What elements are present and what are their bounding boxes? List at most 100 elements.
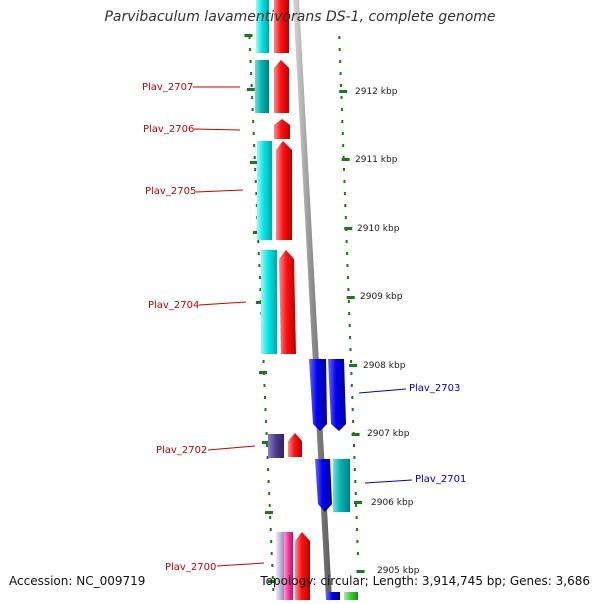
guide-dot	[271, 564, 274, 567]
gene-label-right[interactable]: Plav_2703	[409, 383, 460, 394]
guide-dot	[342, 144, 345, 147]
gene-feature-blue[interactable]	[326, 592, 340, 600]
guide-dot	[351, 396, 354, 399]
guide-dot	[270, 540, 273, 543]
guide-dot	[265, 432, 268, 435]
guide-dot	[269, 516, 272, 519]
guide-dot	[252, 120, 255, 123]
genome-summary-text: Topology: circular; Length: 3,914,745 bp…	[260, 574, 590, 588]
guide-dot	[258, 276, 261, 279]
guide-dot	[266, 444, 269, 447]
scale-label: 2909 kbp	[360, 292, 403, 302]
guide-dot	[252, 132, 255, 135]
guide-dot	[356, 552, 359, 555]
scale-tick	[249, 161, 258, 164]
guide-dot	[253, 156, 256, 159]
guide-dot	[255, 192, 258, 195]
guide-dot	[339, 72, 342, 75]
guide-dot	[354, 480, 357, 483]
gene-feature-red[interactable]	[274, 119, 290, 139]
guide-dot	[354, 492, 357, 495]
label-leader-line	[193, 128, 241, 131]
guide-dot	[272, 588, 275, 591]
guide-dot	[346, 264, 349, 267]
guide-dot	[342, 156, 345, 159]
scale-tick	[265, 511, 273, 514]
guide-dot	[258, 264, 261, 267]
guide-dot	[343, 192, 346, 195]
gene-label-left[interactable]: Plav_2705	[145, 186, 196, 197]
guide-dot	[346, 276, 349, 279]
scale-tick	[244, 34, 253, 37]
gene-label-left[interactable]: Plav_2700	[165, 562, 216, 573]
scale-label: 2912 kbp	[355, 87, 398, 97]
gene-label-left[interactable]: Plav_2706	[143, 124, 194, 135]
guide-dot	[356, 528, 358, 531]
gene-feature-pink[interactable]	[284, 532, 293, 600]
guide-dot	[270, 552, 273, 555]
guide-dot	[267, 468, 270, 471]
gene-feature-blue[interactable]	[328, 359, 346, 431]
gene-features	[255, 0, 358, 600]
guide-dot	[345, 240, 348, 243]
scale-tick	[262, 441, 270, 444]
scale-tick	[356, 570, 365, 573]
guide-dot	[268, 492, 271, 495]
scale-label: 2910 kbp	[357, 224, 400, 234]
gene-feature-red[interactable]	[276, 141, 292, 240]
guide-dot	[349, 336, 352, 339]
guide-dot	[257, 240, 260, 243]
gene-feature-red[interactable]	[274, 60, 289, 113]
guide-dot	[250, 72, 253, 75]
guide-dot	[353, 456, 356, 459]
guide-dot	[353, 468, 356, 471]
gene-label-right[interactable]: Plav_2701	[415, 474, 466, 485]
guide-dot	[347, 300, 350, 303]
gene-feature-blue[interactable]	[309, 359, 327, 431]
label-leader-line	[207, 445, 256, 451]
guide-dot	[271, 576, 274, 579]
guide-dot	[263, 384, 266, 387]
guide-dot	[347, 288, 350, 291]
guide-dot	[356, 540, 359, 543]
guide-dot	[251, 96, 254, 99]
label-leader-line	[195, 189, 244, 193]
gene-feature-cyan[interactable]	[256, 0, 269, 53]
gene-feature-green[interactable]	[344, 592, 358, 600]
guide-dot	[348, 324, 351, 327]
gene-feature-purple[interactable]	[268, 434, 284, 458]
guide-dot	[352, 420, 355, 423]
gene-label-left[interactable]: Plav_2704	[148, 300, 199, 311]
gene-feature-red[interactable]	[279, 250, 296, 354]
gene-feature-teal[interactable]	[255, 60, 269, 113]
gene-feature-red[interactable]	[295, 532, 310, 600]
guide-dot	[255, 204, 258, 207]
accession-text: Accession: NC_009719	[9, 574, 146, 588]
gene-label-left[interactable]: Plav_2702	[156, 445, 207, 456]
scale-tick	[339, 90, 348, 93]
guide-dot	[355, 504, 358, 507]
label-leader-line	[364, 479, 413, 484]
gene-label-left[interactable]: Plav_2707	[142, 82, 193, 93]
gene-feature-lavender[interactable]	[276, 532, 284, 600]
gene-feature-teal[interactable]	[333, 459, 350, 512]
scale-labels: 2912 kbp 2911 kbp 2910 kbp 2909 kbp 2908…	[355, 87, 420, 576]
gene-feature-blue[interactable]	[315, 459, 332, 512]
scale-tick	[344, 227, 353, 230]
scale-tick	[267, 580, 276, 583]
guide-dot	[249, 60, 252, 63]
scale-tick	[255, 301, 264, 304]
guide-dot	[340, 108, 343, 111]
scale-tick	[246, 88, 255, 91]
gene-feature-cyan[interactable]	[261, 250, 277, 354]
gene-feature-red[interactable]	[274, 0, 289, 53]
guide-dots	[248, 36, 359, 591]
gene-feature-cyan[interactable]	[257, 141, 272, 240]
guide-dot	[343, 168, 345, 171]
label-leader-line	[216, 562, 265, 567]
gene-feature-red[interactable]	[288, 433, 302, 457]
guide-dot	[350, 372, 353, 375]
guide-dot	[267, 480, 270, 483]
